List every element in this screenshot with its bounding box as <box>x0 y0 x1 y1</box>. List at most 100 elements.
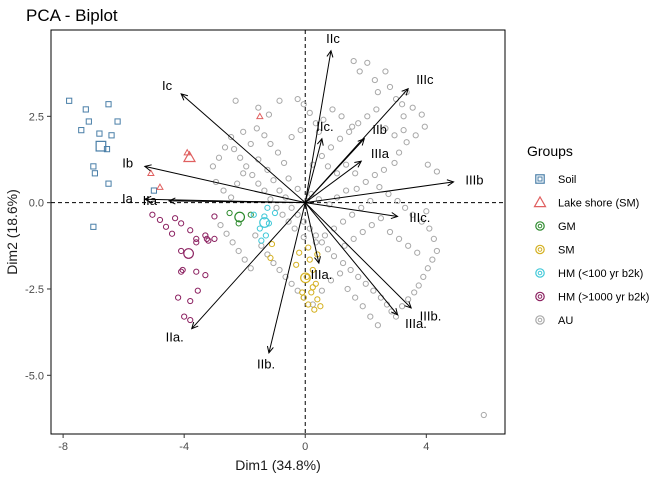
point-au <box>264 251 271 258</box>
point-au <box>373 106 380 113</box>
point-au <box>398 101 406 108</box>
point-lake-shore-sm <box>255 112 264 120</box>
point-sm <box>300 294 307 301</box>
point-au <box>423 208 430 215</box>
group-mean-soil <box>95 140 107 152</box>
point-au <box>349 123 356 130</box>
point-au <box>247 265 254 272</box>
variable-label: IIIa. <box>311 267 333 282</box>
point-au <box>367 313 374 320</box>
point-au <box>276 97 283 104</box>
point-hm-1000-yr-b2k <box>187 316 194 324</box>
point-au <box>264 166 271 173</box>
point-au <box>318 239 325 246</box>
point-hm-1000-yr-b2k <box>179 266 186 274</box>
point-au <box>339 218 347 225</box>
legend-key-sm <box>535 244 545 255</box>
point-au <box>227 194 235 201</box>
arrow-iib-dot <box>268 202 306 353</box>
point-au <box>391 132 398 139</box>
legend-key-inner <box>537 223 543 229</box>
group-mean-sm <box>300 272 311 284</box>
point-hm-1000-yr-b2k <box>168 230 176 237</box>
point-au <box>382 68 389 75</box>
point-au <box>294 211 301 218</box>
point-soil <box>150 187 158 194</box>
point-au <box>300 101 307 108</box>
point-au <box>324 163 332 170</box>
point-au <box>306 225 313 232</box>
legend-label: GM <box>558 221 576 233</box>
point-au <box>359 303 366 310</box>
point-au <box>229 239 236 246</box>
point-au <box>267 196 274 203</box>
legend-key-soil <box>535 174 545 184</box>
point-au <box>243 163 250 170</box>
point-au <box>255 104 262 111</box>
point-sm <box>309 266 316 274</box>
point-au <box>353 185 360 192</box>
point-au <box>480 411 487 419</box>
variable-label: IIIa. <box>405 316 427 331</box>
point-au <box>297 127 304 134</box>
point-sm <box>305 244 312 251</box>
x-tick-label: -4 <box>179 441 189 453</box>
arrow-iiic-dot <box>305 202 398 217</box>
legend-label: HM (<100 yr b2k) <box>558 268 643 280</box>
point-sm <box>312 280 319 287</box>
point-hm-1000-yr-b2k <box>178 247 185 255</box>
point-au <box>343 187 350 194</box>
variable-label: IIc <box>326 31 340 46</box>
point-au <box>376 184 383 191</box>
point-au <box>240 170 247 177</box>
point-au <box>433 168 440 175</box>
point-gm <box>226 209 233 217</box>
point-au <box>336 135 344 142</box>
point-soil <box>82 106 89 113</box>
arrow-iiib-head <box>446 179 455 187</box>
arrow-iia-dot-head <box>190 321 199 330</box>
legend-key-hm-1000-yr-b2k <box>535 291 545 302</box>
point-hm-100-yr-b2k <box>262 232 269 239</box>
point-hm-1000-yr-b2k <box>175 294 182 301</box>
point-au <box>261 132 268 139</box>
point-hm-1000-yr-b2k <box>193 268 200 275</box>
point-au <box>252 232 259 239</box>
point-au <box>318 287 325 294</box>
point-au <box>398 303 406 310</box>
point-au <box>285 175 292 182</box>
variable-label: IIIc <box>416 72 434 87</box>
group-mean-gm <box>234 211 246 223</box>
variable-label: Ia <box>122 191 134 206</box>
arrow-iic <box>304 50 332 203</box>
point-au <box>321 232 329 239</box>
point-au <box>253 125 260 132</box>
point-au <box>276 266 283 274</box>
point-soil <box>105 101 112 108</box>
point-au <box>255 180 262 187</box>
point-au <box>367 197 374 205</box>
arrow-ib-head <box>143 164 152 172</box>
point-hm-1000-yr-b2k <box>171 215 179 222</box>
point-au <box>405 242 412 249</box>
point-au <box>433 247 440 255</box>
point-au <box>370 287 377 294</box>
group-mean-hm-1000-yr-b2k <box>183 248 194 259</box>
point-hm-100-yr-b2k <box>250 211 257 218</box>
point-au <box>312 239 319 246</box>
point-sm <box>309 284 316 291</box>
point-gm <box>235 220 242 227</box>
point-au <box>315 196 322 203</box>
arrow-ib <box>144 165 306 204</box>
arrow-iiia-dot-head <box>314 256 321 265</box>
arrow-iia <box>169 200 306 204</box>
point-au <box>312 232 319 239</box>
point-au <box>288 133 295 141</box>
point-sm <box>293 261 300 268</box>
point-au <box>368 221 375 229</box>
arrow-iiic <box>304 88 409 203</box>
variable-label: Ib <box>122 156 133 171</box>
point-hm-100-yr-b2k <box>264 204 271 211</box>
point-au <box>341 242 348 249</box>
point-au <box>426 225 433 232</box>
